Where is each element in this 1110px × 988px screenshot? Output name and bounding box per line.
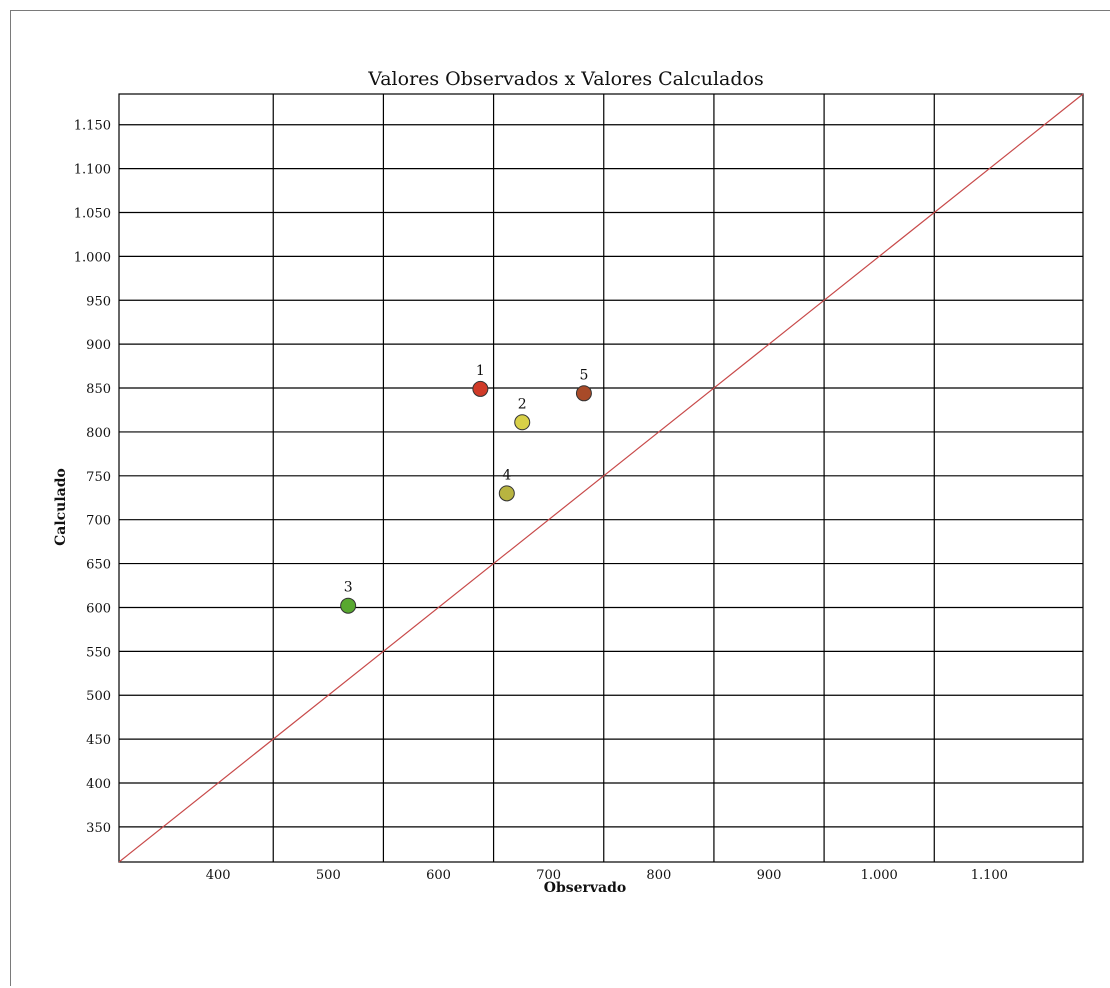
x-tick-label: 700 (536, 868, 561, 883)
x-tick-label: 400 (206, 868, 231, 883)
data-point (498, 485, 515, 502)
y-tick-label: 750 (86, 470, 111, 485)
x-tick-label: 900 (757, 868, 782, 883)
data-point-label: 1 (476, 363, 485, 379)
chart-title: Valores Observados x Valores Calculados (367, 68, 763, 90)
x-tick-labels: 400 500 600 700 800 900 1.000 1.100 (206, 868, 1008, 883)
y-tick-label: 600 (86, 601, 111, 616)
data-point (472, 380, 489, 397)
data-point-label: 2 (518, 396, 527, 412)
y-tick-labels: 350 400 450 500 550 600 650 700 750 800 850 900 950 1… (74, 119, 111, 836)
x-axis-label: Observado (544, 880, 626, 896)
x-tick-label: 600 (426, 868, 451, 883)
data-point (514, 414, 531, 431)
y-tick-label: 950 (86, 294, 111, 309)
scatter-chart: Valores Observados x Valores Calculados … (53, 68, 1084, 896)
y-tick-label: 900 (86, 338, 111, 353)
data-point (340, 597, 357, 614)
y-tick-label: 850 (86, 382, 111, 397)
plot-area (118, 93, 1084, 863)
y-tick-label: 800 (86, 426, 111, 441)
y-tick-label: 550 (86, 645, 111, 660)
x-tick-label: 800 (646, 868, 671, 883)
data-point-label: 4 (502, 467, 511, 483)
data-points: 1 2 3 4 5 (340, 363, 592, 614)
y-tick-label: 1.000 (74, 250, 111, 265)
data-point (575, 385, 592, 402)
data-point-label: 5 (579, 367, 588, 383)
y-tick-label: 1.150 (74, 119, 111, 134)
chart-frame: Valores Observados x Valores Calculados … (10, 10, 1110, 986)
y-tick-label: 500 (86, 689, 111, 704)
y-tick-label: 1.100 (74, 163, 111, 178)
y-tick-label: 650 (86, 558, 111, 573)
y-tick-label: 400 (86, 777, 111, 792)
y-tick-label: 350 (86, 821, 111, 836)
y-axis-label: Calculado (53, 468, 69, 546)
x-tick-label: 1.000 (861, 868, 898, 883)
y-tick-label: 700 (86, 514, 111, 529)
grid (119, 94, 1083, 862)
y-tick-label: 450 (86, 733, 111, 748)
y-tick-label: 1.050 (74, 206, 111, 221)
x-tick-label: 1.100 (971, 868, 1008, 883)
data-point-label: 3 (344, 580, 353, 596)
identity-reference-line (118, 93, 1084, 863)
x-tick-label: 500 (316, 868, 341, 883)
